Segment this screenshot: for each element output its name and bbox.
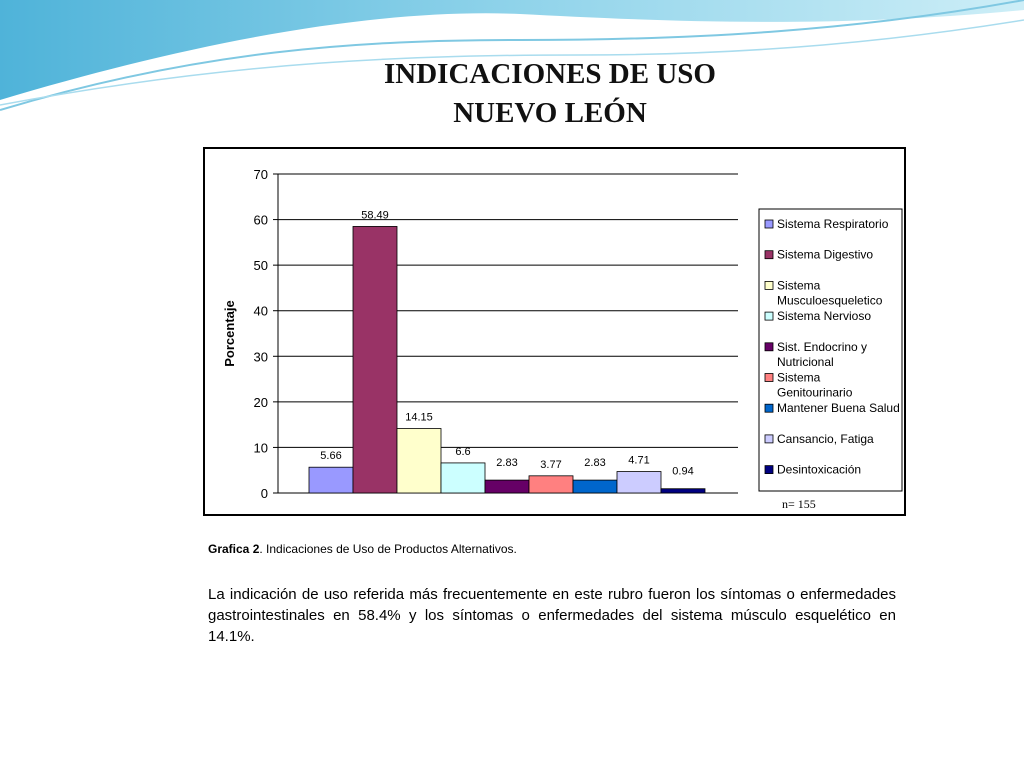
y-tick-label: 50 — [254, 258, 268, 273]
y-tick-label: 0 — [261, 486, 268, 501]
legend-label: Mantener Buena Salud — [777, 401, 900, 415]
body-paragraph: La indicación de uso referida más frecue… — [208, 586, 896, 645]
legend-swatch — [764, 434, 774, 444]
caption-label: Grafica 2 — [208, 542, 260, 556]
y-axis-label: Porcentaje — [222, 300, 237, 366]
bar-chart: 0 10 20 30 40 50 60 70 Porcentaje 5.66 58.49 14.15 6… — [222, 167, 903, 511]
data-label: 2.83 — [496, 457, 517, 469]
legend-label: Sistema Musculoesqueletico — [777, 278, 883, 307]
data-label: 0.94 — [672, 466, 693, 478]
legend-label: Sistema Nervioso — [777, 309, 871, 323]
legend-swatch — [764, 311, 774, 321]
data-label: 4.71 — [628, 455, 649, 467]
y-tick-label: 10 — [254, 440, 268, 455]
bar — [616, 471, 662, 494]
legend-swatch — [764, 373, 774, 382]
legend-label: Cansancio, Fatiga — [777, 432, 874, 446]
y-tick-label: 70 — [254, 167, 268, 182]
legend-box — [758, 208, 903, 492]
data-label: 14.15 — [405, 412, 433, 424]
data-label: 5.66 — [320, 450, 341, 462]
legend-label: Sistema Respiratorio — [777, 217, 889, 231]
bar — [440, 462, 486, 494]
bar — [484, 479, 530, 494]
legend-swatch — [764, 465, 774, 475]
sample-size-note: n= 155 — [782, 497, 816, 511]
page-subtitle: NUEVO LEÓN — [453, 97, 647, 129]
header-wave-decoration — [0, 0, 1024, 111]
bar — [352, 226, 398, 494]
y-tick-label: 40 — [254, 304, 268, 319]
data-label: 58.49 — [361, 209, 389, 221]
data-label: 2.83 — [584, 457, 605, 469]
y-tick-label: 20 — [254, 395, 268, 410]
legend-swatch — [764, 250, 774, 260]
data-label: 6.6 — [455, 446, 470, 458]
bar — [528, 475, 574, 494]
y-tick-label: 30 — [254, 349, 268, 364]
legend-label: Sistema Digestivo — [777, 248, 873, 262]
legend-label: Sist. Endocrino y Nutricional — [777, 340, 867, 369]
figure-caption: Grafica 2. Indicaciones de Uso de Produc… — [208, 542, 517, 556]
bar — [308, 466, 354, 494]
legend-swatch — [764, 403, 774, 413]
legend-swatch — [764, 219, 774, 229]
chart-frame: 0 10 20 30 40 50 60 70 Porcentaje 5.66 58.49 14.15 6… — [203, 147, 906, 516]
data-label: 3.77 — [540, 459, 561, 471]
bar — [660, 488, 706, 494]
legend-label: Sistema Genitourinario — [777, 371, 853, 400]
legend-label: Desintoxicación — [777, 463, 861, 477]
bar — [572, 479, 618, 494]
caption-text: . Indicaciones de Uso de Productos Alter… — [259, 542, 517, 556]
y-tick-label: 60 — [254, 213, 268, 228]
legend-swatch — [764, 280, 774, 290]
legend-swatch — [764, 342, 774, 352]
page-title: INDICACIONES DE USO — [384, 58, 716, 90]
bar — [396, 428, 442, 494]
